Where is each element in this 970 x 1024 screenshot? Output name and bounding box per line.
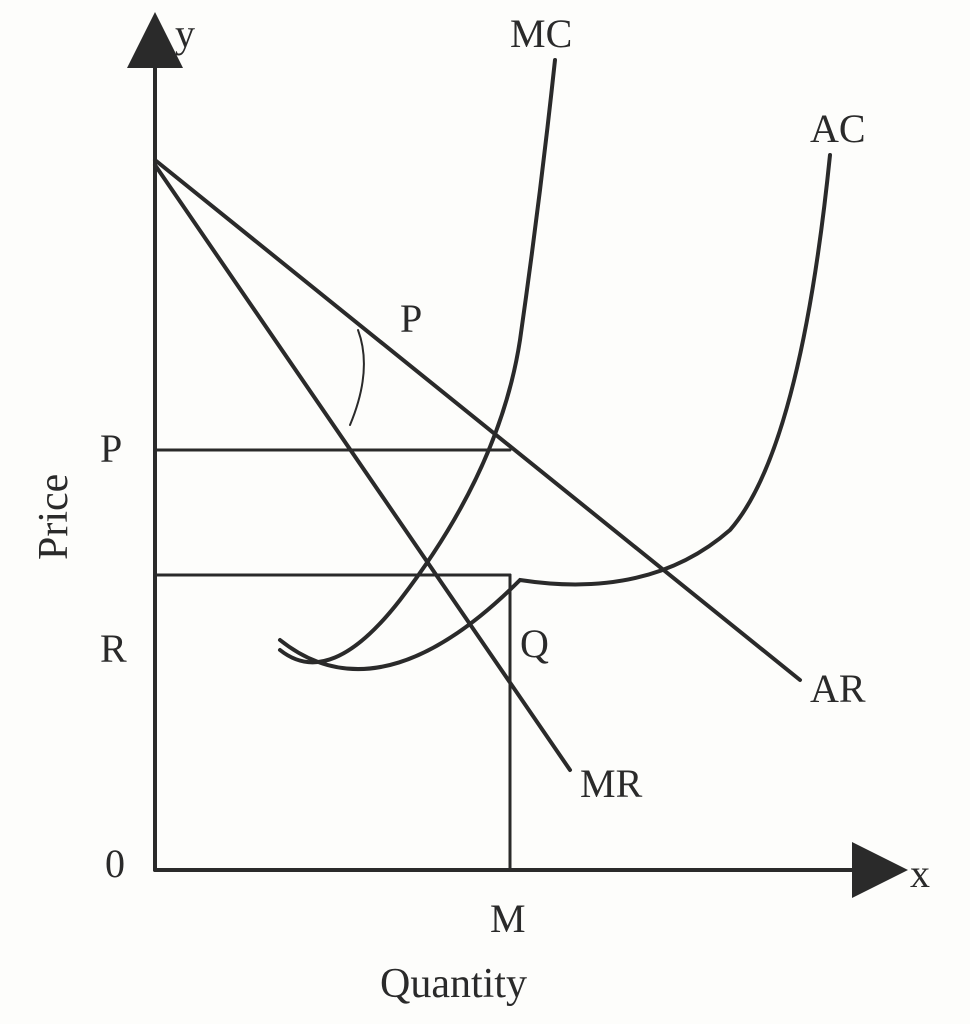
label-R_axis: R	[100, 625, 127, 672]
chart-svg	[0, 0, 970, 1024]
label-x_axis_name: x	[910, 850, 930, 897]
label-P_axis: P	[100, 425, 122, 472]
label-AR: AR	[810, 665, 866, 712]
label-AC: AC	[810, 105, 866, 152]
label-y_axis_title: Price	[30, 474, 78, 560]
label-y_axis_name: y	[175, 10, 195, 57]
label-Q_point: Q	[520, 620, 549, 667]
label-P_point: P	[400, 295, 422, 342]
chart-container: y x Price Quantity 0 P R M P Q MC AC AR MR	[0, 0, 970, 1024]
label-MC: MC	[510, 10, 572, 57]
label-M_axis: M	[490, 895, 526, 942]
label-MR: MR	[580, 760, 642, 807]
label-origin: 0	[105, 840, 125, 887]
label-x_axis_title: Quantity	[380, 960, 527, 1008]
